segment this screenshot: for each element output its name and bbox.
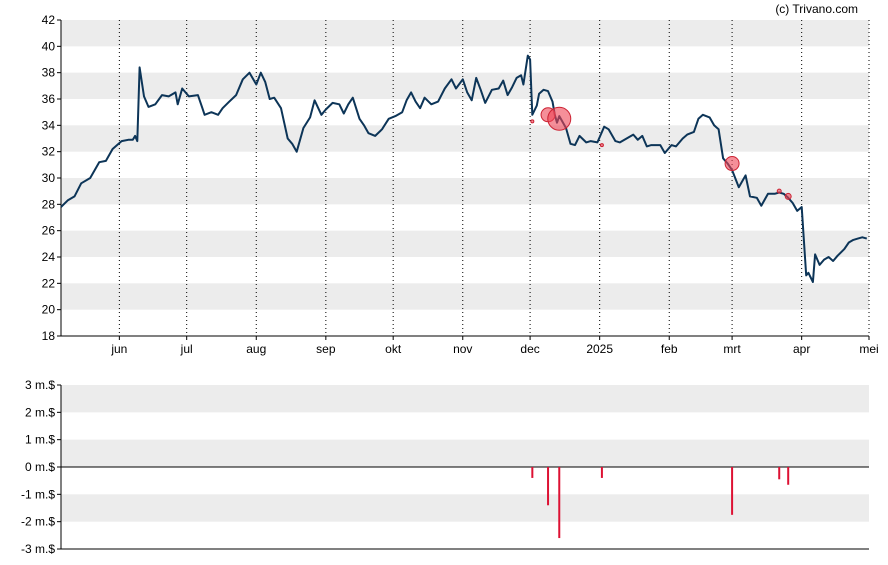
price-line bbox=[60, 54, 868, 283]
volume-y-axis: -3 m.$ -2 m.$ -1 m.$ 0 m.$ 1 m.$ 2 m.$ 3 m.$ bbox=[21, 378, 61, 556]
trade-markers bbox=[530, 106, 792, 200]
price-y-tick-label: 40 bbox=[42, 39, 56, 53]
trade-marker bbox=[784, 192, 792, 200]
x-tick-label: jul bbox=[180, 342, 193, 356]
x-tick-label: sep bbox=[316, 342, 336, 356]
credit-label: (c) Trivano.com bbox=[775, 2, 858, 16]
price-y-tick-label: 34 bbox=[42, 118, 56, 132]
volume-bar bbox=[600, 467, 603, 478]
x-tick-label: nov bbox=[453, 342, 472, 356]
x-tick-label: 2025 bbox=[586, 342, 613, 356]
volume-bars bbox=[531, 467, 790, 539]
volume-band bbox=[61, 494, 869, 522]
volume-y-tick-label: 0 m.$ bbox=[25, 460, 55, 474]
volume-y-tick-label: -2 m.$ bbox=[21, 515, 55, 529]
price-chart-bands bbox=[61, 20, 869, 310]
volume-bar bbox=[558, 467, 561, 539]
volume-band bbox=[61, 439, 869, 467]
price-band bbox=[61, 283, 869, 310]
trade-marker bbox=[530, 119, 535, 124]
volume-y-tick-label: 3 m.$ bbox=[25, 378, 55, 392]
price-y-tick-label: 22 bbox=[42, 276, 56, 290]
x-tick-label: jun bbox=[110, 342, 127, 356]
x-tick-label: mei bbox=[859, 342, 878, 356]
price-y-tick-label: 24 bbox=[42, 250, 56, 264]
volume-bar bbox=[531, 467, 534, 478]
trade-marker bbox=[547, 106, 572, 131]
price-band bbox=[61, 125, 869, 152]
month-gridlines bbox=[118, 20, 870, 336]
price-y-tick-label: 26 bbox=[42, 224, 56, 238]
volume-y-tick-label: -1 m.$ bbox=[21, 487, 55, 501]
price-y-tick-label: 36 bbox=[42, 92, 56, 106]
price-band bbox=[61, 20, 869, 47]
price-y-tick-label: 20 bbox=[42, 303, 56, 317]
x-tick-label: feb bbox=[661, 342, 678, 356]
x-tick-label: okt bbox=[385, 342, 402, 356]
volume-y-tick-label: 2 m.$ bbox=[25, 405, 55, 419]
price-band bbox=[61, 230, 869, 257]
volume-chart-bands bbox=[61, 385, 869, 522]
trade-marker bbox=[776, 188, 782, 194]
volume-y-tick-label: -3 m.$ bbox=[21, 542, 55, 556]
price-y-tick-label: 38 bbox=[42, 66, 56, 80]
x-axis: jun jul aug sep okt nov dec 2025 feb mrt apr mei bbox=[110, 336, 879, 356]
trade-marker bbox=[599, 143, 604, 148]
x-tick-label: dec bbox=[520, 342, 539, 356]
price-y-axis: 18 20 22 24 26 28 30 32 34 36 38 40 42 bbox=[42, 13, 61, 343]
price-series bbox=[60, 54, 868, 283]
volume-y-tick-label: 1 m.$ bbox=[25, 433, 55, 447]
x-tick-label: aug bbox=[246, 342, 266, 356]
price-y-tick-label: 30 bbox=[42, 171, 56, 185]
price-y-tick-label: 28 bbox=[42, 197, 56, 211]
price-y-tick-label: 32 bbox=[42, 145, 56, 159]
volume-bar bbox=[731, 467, 734, 515]
volume-bar bbox=[778, 467, 781, 480]
volume-band bbox=[61, 385, 869, 413]
price-band bbox=[61, 178, 869, 205]
price-y-tick-label: 18 bbox=[42, 329, 56, 343]
volume-bar bbox=[547, 467, 550, 506]
x-tick-label: apr bbox=[793, 342, 810, 356]
x-tick-label: mrt bbox=[723, 342, 741, 356]
volume-bar bbox=[787, 467, 790, 485]
trade-marker bbox=[724, 156, 740, 172]
price-y-tick-label: 42 bbox=[42, 13, 56, 27]
